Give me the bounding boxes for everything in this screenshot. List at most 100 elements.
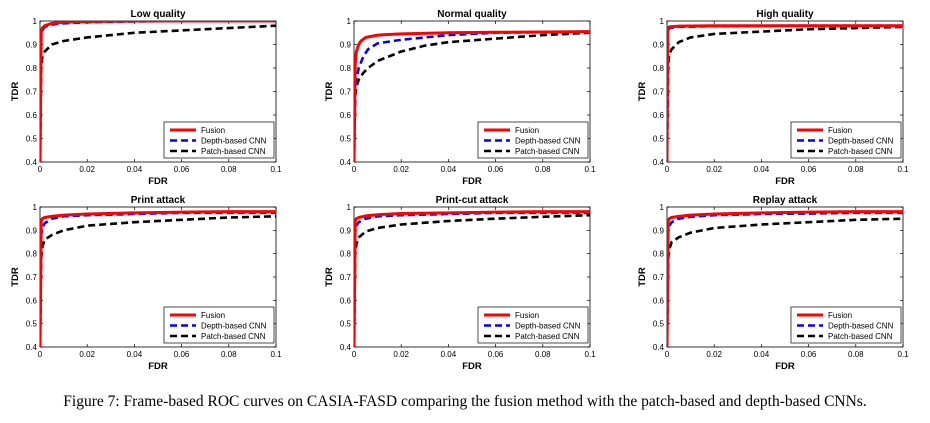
y-tick-label: 0.6 <box>340 111 352 120</box>
x-tick-label: 0.08 <box>221 350 237 359</box>
y-tick-label: 0.6 <box>26 111 38 120</box>
x-tick-label: 0.06 <box>801 165 817 174</box>
x-tick-label: 0.06 <box>488 350 504 359</box>
x-tick-label: 0.04 <box>441 165 457 174</box>
legend-label: Fusion <box>201 126 225 135</box>
roc-panel: Replay attack 0 0.02 0.04 0.06 0.08 0.1 0.4 0.5 0… <box>637 195 909 372</box>
x-tick-label: 0.08 <box>848 350 864 359</box>
x-axis-label: FDR <box>148 361 168 372</box>
x-tick-label: 0.04 <box>127 350 143 359</box>
x-tick-label: 0.04 <box>441 350 457 359</box>
roc-panel: Print-cut attack 0 0.02 0.04 0.06 0.08 0.1 0.4 0… <box>324 195 596 372</box>
x-tick-label: 0 <box>665 165 670 174</box>
x-tick-label: 0.02 <box>79 350 95 359</box>
legend-label: Patch-based CNN <box>515 332 580 341</box>
x-tick-label: 0.06 <box>801 350 817 359</box>
x-tick-label: 0.04 <box>754 165 770 174</box>
x-tick-label: 0 <box>665 350 670 359</box>
legend-label: Fusion <box>828 126 852 135</box>
x-tick-label: 0.02 <box>706 165 722 174</box>
chart-title: Print attack <box>131 195 186 206</box>
x-tick-label: 0.08 <box>535 165 551 174</box>
x-tick-label: 0.02 <box>79 165 95 174</box>
y-tick-label: 1 <box>347 203 352 212</box>
y-tick-label: 0.5 <box>26 320 38 329</box>
y-tick-label: 0.5 <box>26 135 38 144</box>
y-tick-label: 0.7 <box>653 88 665 97</box>
y-tick-label: 0.9 <box>653 41 665 50</box>
y-axis-label: TDR <box>324 267 335 287</box>
legend-label: Fusion <box>828 311 852 320</box>
y-tick-label: 0.9 <box>653 226 665 235</box>
legend-label: Patch-based CNN <box>828 147 893 156</box>
y-tick-label: 0.6 <box>653 111 665 120</box>
x-tick-label: 0 <box>352 165 357 174</box>
series-line-fusion <box>667 210 903 347</box>
x-axis-label: FDR <box>148 176 168 187</box>
y-tick-label: 0.7 <box>26 273 38 282</box>
y-tick-label: 0.6 <box>26 296 38 305</box>
y-tick-label: 0.8 <box>26 250 38 259</box>
y-axis-label: TDR <box>637 82 648 102</box>
series-line-fusion <box>40 21 276 162</box>
legend-label: Depth-based CNN <box>828 137 894 146</box>
x-tick-label: 0.02 <box>393 350 409 359</box>
x-tick-label: 0.1 <box>897 350 909 359</box>
y-tick-label: 0.5 <box>653 135 665 144</box>
x-tick-label: 0.06 <box>488 165 504 174</box>
y-tick-label: 0.6 <box>340 296 352 305</box>
y-tick-label: 0.5 <box>340 320 352 329</box>
x-tick-label: 0.08 <box>535 350 551 359</box>
chart-title: Replay attack <box>753 195 818 206</box>
roc-panel: Normal quality 0 0.02 0.04 0.06 0.08 0.1 0.4 0.5… <box>324 9 596 187</box>
x-tick-label: 0.1 <box>270 165 282 174</box>
y-tick-label: 1 <box>33 17 38 26</box>
x-tick-label: 0.06 <box>174 165 190 174</box>
x-axis-label: FDR <box>775 361 795 372</box>
legend-label: Depth-based CNN <box>201 322 267 331</box>
series-line-fusion <box>354 210 590 347</box>
legend-label: Patch-based CNN <box>201 332 266 341</box>
legend-label: Fusion <box>515 311 539 320</box>
y-tick-label: 0.7 <box>340 273 352 282</box>
y-tick-label: 0.4 <box>26 343 38 352</box>
y-tick-label: 0.4 <box>340 158 352 167</box>
legend-label: Fusion <box>515 126 539 135</box>
y-tick-label: 1 <box>347 17 352 26</box>
x-tick-label: 0.1 <box>584 350 596 359</box>
y-tick-label: 0.5 <box>340 135 352 144</box>
y-tick-label: 0.4 <box>653 158 665 167</box>
legend-label: Patch-based CNN <box>515 147 580 156</box>
x-axis-label: FDR <box>775 176 795 187</box>
y-axis-label: TDR <box>324 82 335 102</box>
legend-label: Depth-based CNN <box>515 137 581 146</box>
y-tick-label: 0.4 <box>340 343 352 352</box>
roc-figure: Low quality 0 0.02 0.04 0.06 0.08 0.1 0.4 0.5 0.6… <box>10 9 909 372</box>
x-tick-label: 0.04 <box>754 350 770 359</box>
roc-panel: Low quality 0 0.02 0.04 0.06 0.08 0.1 0.4 0.5 0.6… <box>10 9 282 187</box>
y-tick-label: 0.8 <box>340 64 352 73</box>
y-tick-label: 0.8 <box>26 64 38 73</box>
chart-title: Normal quality <box>437 9 507 20</box>
y-tick-label: 1 <box>33 203 38 212</box>
chart-title: High quality <box>756 9 814 20</box>
y-tick-label: 0.9 <box>340 41 352 50</box>
y-tick-label: 0.4 <box>653 343 665 352</box>
y-tick-label: 1 <box>660 17 665 26</box>
legend-label: Fusion <box>201 311 225 320</box>
x-tick-label: 0.08 <box>221 165 237 174</box>
x-tick-label: 0.1 <box>897 165 909 174</box>
figure-caption: Figure 7: Frame-based ROC curves on CASI… <box>63 393 867 410</box>
x-tick-label: 0 <box>38 350 43 359</box>
roc-panel: Print attack 0 0.02 0.04 0.06 0.08 0.1 0.4 0.5 0.… <box>10 195 282 372</box>
x-tick-label: 0.02 <box>706 350 722 359</box>
y-tick-label: 0.8 <box>340 250 352 259</box>
y-axis-label: TDR <box>10 267 21 287</box>
x-axis-label: FDR <box>462 361 482 372</box>
roc-panel: High quality 0 0.02 0.04 0.06 0.08 0.1 0.4 0.5 0.… <box>637 9 909 187</box>
